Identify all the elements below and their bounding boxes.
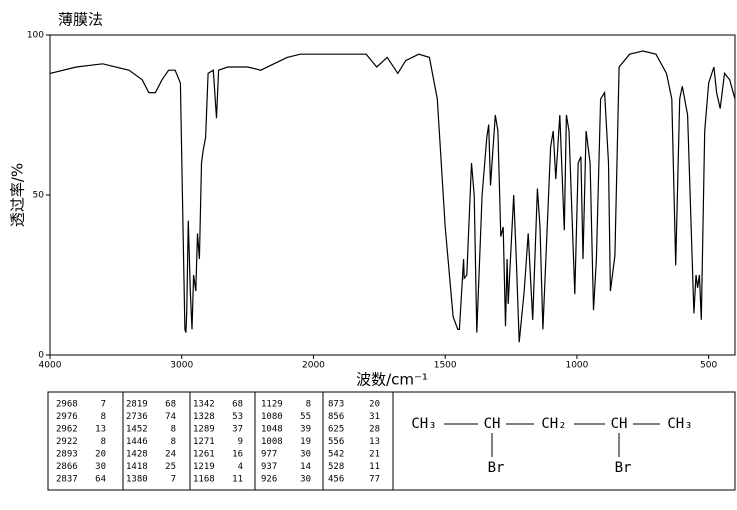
wavenumber-cell: 1008 bbox=[261, 437, 283, 447]
transmittance-cell: 9 bbox=[238, 437, 243, 447]
transmittance-cell: 7 bbox=[101, 400, 106, 410]
wavenumber-cell: 1328 bbox=[193, 412, 215, 422]
structure-group: CH₂ bbox=[541, 416, 566, 432]
x-tick-label: 1500 bbox=[434, 361, 457, 371]
transmittance-cell: 16 bbox=[232, 450, 243, 460]
transmittance-cell: 68 bbox=[165, 400, 176, 410]
wavenumber-cell: 1418 bbox=[126, 462, 148, 472]
wavenumber-cell: 625 bbox=[328, 425, 344, 435]
wavenumber-cell: 556 bbox=[328, 437, 344, 447]
wavenumber-cell: 2968 bbox=[56, 400, 78, 410]
transmittance-cell: 39 bbox=[300, 425, 311, 435]
wavenumber-cell: 1168 bbox=[193, 475, 215, 485]
wavenumber-cell: 456 bbox=[328, 475, 344, 485]
transmittance-cell: 13 bbox=[95, 425, 106, 435]
transmittance-cell: 25 bbox=[165, 462, 176, 472]
wavenumber-cell: 2837 bbox=[56, 475, 78, 485]
x-tick-label: 4000 bbox=[39, 361, 62, 371]
transmittance-cell: 20 bbox=[95, 450, 106, 460]
wavenumber-cell: 1048 bbox=[261, 425, 283, 435]
transmittance-cell: 55 bbox=[300, 412, 311, 422]
wavenumber-cell: 1271 bbox=[193, 437, 215, 447]
x-tick-label: 2000 bbox=[302, 361, 325, 371]
wavenumber-cell: 856 bbox=[328, 412, 344, 422]
wavenumber-cell: 1129 bbox=[261, 400, 283, 410]
transmittance-cell: 30 bbox=[300, 450, 311, 460]
x-tick-label: 500 bbox=[700, 361, 717, 371]
transmittance-cell: 7 bbox=[171, 475, 176, 485]
transmittance-cell: 77 bbox=[369, 475, 380, 485]
structure-group: CH bbox=[611, 416, 628, 432]
spectrum-line bbox=[49, 50, 736, 343]
structure-group: CH₃ bbox=[667, 416, 692, 432]
wavenumber-cell: 1080 bbox=[261, 412, 283, 422]
wavenumber-cell: 1289 bbox=[193, 425, 215, 435]
chart-title: 薄膜法 bbox=[58, 11, 103, 29]
y-tick-label: 0 bbox=[38, 351, 44, 361]
table-frame bbox=[47, 391, 736, 491]
wavenumber-cell: 977 bbox=[261, 450, 277, 460]
transmittance-cell: 31 bbox=[369, 412, 380, 422]
structure-substituent: Br bbox=[615, 460, 632, 476]
wavenumber-cell: 2866 bbox=[56, 462, 78, 472]
transmittance-cell: 53 bbox=[232, 412, 243, 422]
transmittance-cell: 37 bbox=[232, 425, 243, 435]
wavenumber-cell: 1219 bbox=[193, 462, 215, 472]
transmittance-cell: 8 bbox=[171, 437, 176, 447]
wavenumber-cell: 2893 bbox=[56, 450, 78, 460]
wavenumber-cell: 926 bbox=[261, 475, 277, 485]
wavenumber-cell: 1380 bbox=[126, 475, 148, 485]
transmittance-cell: 11 bbox=[369, 462, 380, 472]
transmittance-cell: 14 bbox=[300, 462, 311, 472]
transmittance-cell: 74 bbox=[165, 412, 176, 422]
transmittance-cell: 8 bbox=[306, 400, 311, 410]
x-tick-label: 1000 bbox=[565, 361, 588, 371]
transmittance-cell: 13 bbox=[369, 437, 380, 447]
transmittance-cell: 19 bbox=[300, 437, 311, 447]
wavenumber-cell: 2922 bbox=[56, 437, 78, 447]
plot-frame bbox=[49, 34, 736, 356]
transmittance-cell: 30 bbox=[95, 462, 106, 472]
structure-substituent: Br bbox=[488, 460, 505, 476]
y-tick-label: 50 bbox=[33, 191, 45, 201]
transmittance-cell: 30 bbox=[300, 475, 311, 485]
wavenumber-cell: 2819 bbox=[126, 400, 148, 410]
wavenumber-cell: 2962 bbox=[56, 425, 78, 435]
y-axis-label: 透过率/% bbox=[9, 163, 27, 227]
wavenumber-cell: 937 bbox=[261, 462, 277, 472]
structure-group: CH bbox=[484, 416, 501, 432]
wavenumber-cell: 2976 bbox=[56, 412, 78, 422]
x-tick-label: 3000 bbox=[170, 361, 193, 371]
transmittance-cell: 21 bbox=[369, 450, 380, 460]
transmittance-cell: 68 bbox=[232, 400, 243, 410]
transmittance-cell: 11 bbox=[232, 475, 243, 485]
transmittance-cell: 24 bbox=[165, 450, 176, 460]
structure-group: CH₃ bbox=[411, 416, 436, 432]
y-tick-label: 100 bbox=[27, 31, 44, 41]
wavenumber-cell: 1261 bbox=[193, 450, 215, 460]
wavenumber-cell: 873 bbox=[328, 400, 344, 410]
wavenumber-cell: 1428 bbox=[126, 450, 148, 460]
transmittance-cell: 28 bbox=[369, 425, 380, 435]
wavenumber-cell: 542 bbox=[328, 450, 344, 460]
transmittance-cell: 8 bbox=[101, 437, 106, 447]
wavenumber-cell: 1446 bbox=[126, 437, 148, 447]
wavenumber-cell: 528 bbox=[328, 462, 344, 472]
wavenumber-cell: 1342 bbox=[193, 400, 215, 410]
x-axis-label: 波数/cm⁻¹ bbox=[356, 371, 428, 389]
transmittance-cell: 4 bbox=[238, 462, 243, 472]
transmittance-cell: 8 bbox=[171, 425, 176, 435]
transmittance-cell: 20 bbox=[369, 400, 380, 410]
transmittance-cell: 8 bbox=[101, 412, 106, 422]
transmittance-cell: 64 bbox=[95, 475, 106, 485]
wavenumber-cell: 1452 bbox=[126, 425, 148, 435]
wavenumber-cell: 2736 bbox=[126, 412, 148, 422]
